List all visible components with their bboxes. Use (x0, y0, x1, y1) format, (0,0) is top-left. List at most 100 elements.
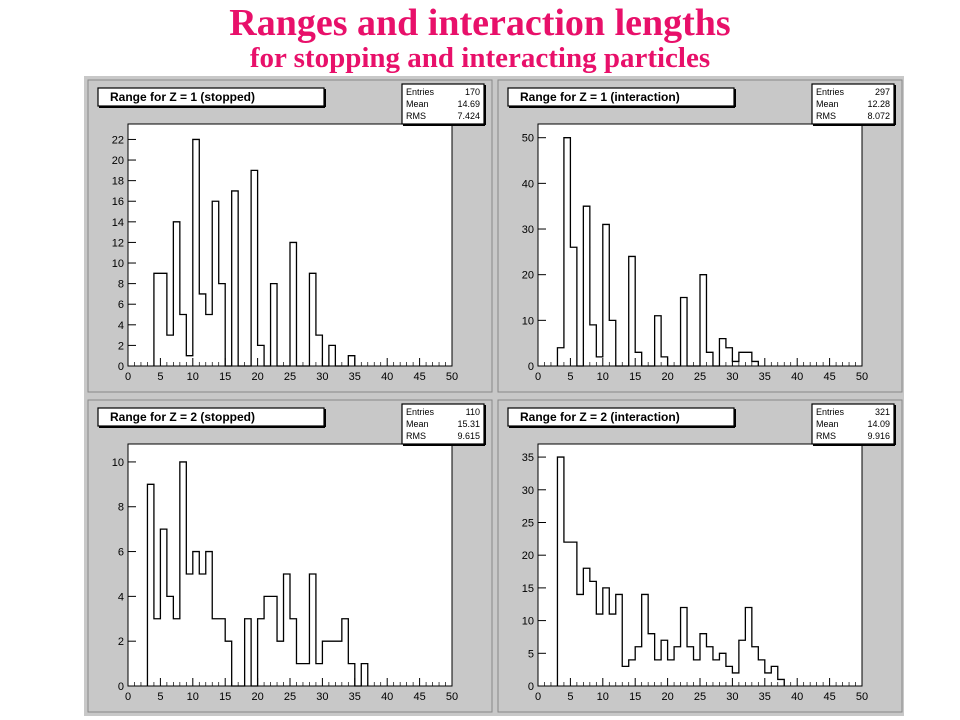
y-tick-label: 30 (522, 224, 534, 236)
y-tick-label: 0 (118, 361, 124, 373)
stats-box-frame (811, 403, 895, 445)
y-tick-label: 8 (118, 279, 124, 291)
x-tick-label: 15 (629, 691, 641, 703)
y-tick-label: 35 (522, 452, 534, 464)
stats-value: 14.09 (867, 419, 890, 429)
histogram-title: Range for Z = 1 (stopped) (110, 90, 255, 104)
y-tick-label: 0 (528, 361, 534, 373)
stats-value: 9.615 (457, 431, 480, 441)
stats-label: Entries (406, 87, 435, 97)
y-tick-label: 25 (522, 517, 534, 529)
histogram-line (153, 138, 356, 367)
histogram-canvas: 0 5 10 15 20 25 30 35 40 45 50 0 2 4 6 8 10 12 14 16 18 20 22 R… (84, 76, 904, 716)
stats-value: 15.31 (457, 419, 480, 429)
y-tick-label: 8 (118, 502, 124, 514)
histogram-title: Range for Z = 2 (stopped) (110, 410, 255, 424)
histogram-panel: 0 5 10 15 20 25 30 35 40 45 50 0 5 10 15 20 25 30 35 Range … (497, 399, 903, 713)
x-tick-label: 25 (284, 371, 296, 383)
stats-label: Entries (816, 87, 845, 97)
x-tick-label: 35 (349, 371, 361, 383)
stats-box-frame (401, 403, 485, 445)
x-tick-label: 35 (759, 691, 771, 703)
x-tick-label: 40 (381, 371, 393, 383)
stats-value: 8.072 (867, 111, 890, 121)
stats-value: 9.916 (867, 431, 890, 441)
histogram-title: Range for Z = 2 (interaction) (520, 410, 680, 424)
y-tick-label: 22 (112, 134, 124, 146)
x-tick-label: 40 (381, 691, 393, 703)
x-tick-label: 50 (856, 371, 868, 383)
x-tick-label: 40 (791, 691, 803, 703)
stats-box-frame (401, 83, 485, 125)
y-tick-label: 0 (528, 681, 534, 693)
stats-label: RMS (816, 111, 836, 121)
page-subtitle: for stopping and interacting particles (249, 42, 711, 74)
stats-value: 7.424 (457, 111, 480, 121)
x-tick-label: 25 (694, 371, 706, 383)
x-tick-label: 20 (251, 371, 263, 383)
y-tick-label: 6 (118, 299, 124, 311)
x-tick-label: 50 (446, 371, 458, 383)
x-tick-label: 0 (125, 371, 131, 383)
stats-value: 12.28 (867, 99, 890, 109)
histogram-line (146, 461, 369, 687)
y-tick-label: 18 (112, 176, 124, 188)
stats-label: Mean (406, 99, 429, 109)
stats-label: Mean (406, 419, 429, 429)
stats-label: Entries (816, 407, 845, 417)
stats-label: RMS (406, 111, 426, 121)
x-tick-label: 10 (187, 691, 199, 703)
x-tick-label: 15 (219, 371, 231, 383)
y-tick-label: 2 (118, 340, 124, 352)
y-tick-label: 16 (112, 196, 124, 208)
x-tick-label: 40 (791, 371, 803, 383)
x-tick-label: 5 (567, 691, 573, 703)
stats-label: Mean (816, 99, 839, 109)
y-tick-label: 14 (112, 217, 124, 229)
y-tick-label: 10 (112, 457, 124, 469)
x-tick-label: 25 (694, 691, 706, 703)
y-tick-label: 6 (118, 547, 124, 559)
y-tick-label: 0 (118, 681, 124, 693)
stats-value: 14.69 (457, 99, 480, 109)
stats-value: 110 (466, 407, 480, 417)
y-tick-label: 50 (522, 133, 534, 145)
y-tick-label: 5 (528, 648, 534, 660)
stats-label: RMS (406, 431, 426, 441)
y-tick-label: 2 (118, 636, 124, 648)
histogram-panel: 0 5 10 15 20 25 30 35 40 45 50 0 2 4 6 8 10 12 14 16 18 20 22 R… (87, 79, 493, 393)
x-tick-label: 30 (726, 371, 738, 383)
x-tick-label: 10 (597, 371, 609, 383)
y-tick-label: 15 (522, 583, 534, 595)
x-tick-label: 35 (759, 371, 771, 383)
y-tick-label: 10 (522, 315, 534, 327)
stats-label: Mean (816, 419, 839, 429)
y-tick-label: 30 (522, 485, 534, 497)
stats-value: 170 (465, 87, 480, 97)
y-tick-label: 10 (112, 258, 124, 270)
x-tick-label: 50 (446, 691, 458, 703)
x-tick-label: 50 (856, 691, 868, 703)
x-tick-label: 0 (125, 691, 131, 703)
x-tick-label: 30 (316, 371, 328, 383)
x-tick-label: 35 (349, 691, 361, 703)
x-tick-label: 45 (413, 371, 425, 383)
y-tick-label: 10 (522, 616, 534, 628)
x-tick-label: 45 (823, 691, 835, 703)
x-tick-label: 5 (157, 371, 163, 383)
y-tick-label: 20 (112, 155, 124, 167)
x-tick-label: 15 (219, 691, 231, 703)
y-tick-label: 4 (118, 591, 124, 603)
y-tick-label: 40 (522, 178, 534, 190)
x-tick-label: 30 (726, 691, 738, 703)
plot-frame (127, 443, 453, 687)
stats-value: 297 (875, 87, 890, 97)
x-tick-label: 20 (661, 691, 673, 703)
histogram-line (556, 456, 785, 686)
x-tick-label: 45 (413, 691, 425, 703)
x-tick-label: 5 (157, 691, 163, 703)
stats-label: RMS (816, 431, 836, 441)
y-tick-label: 4 (118, 320, 124, 332)
histogram-panel: 0 5 10 15 20 25 30 35 40 45 50 0 10 20 30 40 50 Range for… (497, 79, 903, 393)
x-tick-label: 45 (823, 371, 835, 383)
